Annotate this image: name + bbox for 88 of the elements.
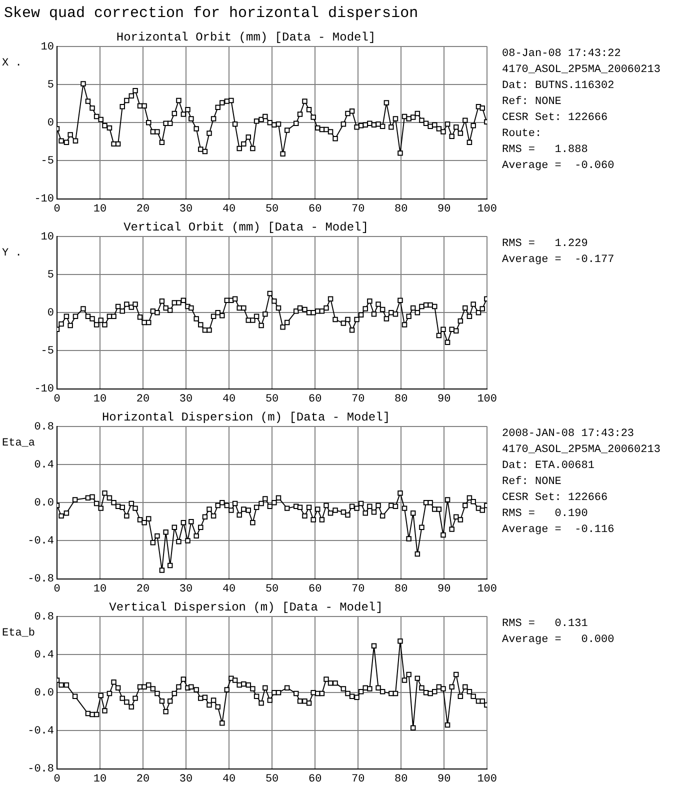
- x-tick-label: 60: [308, 203, 322, 216]
- x-tick-label: 50: [265, 773, 279, 786]
- x-tick-label: 80: [394, 203, 408, 216]
- x-tick-label: 70: [351, 583, 365, 596]
- y-tick-label: -0.4: [28, 536, 54, 548]
- y-tick-label: -0.8: [28, 764, 54, 776]
- y-tick-label: 10: [40, 41, 54, 54]
- x-tick-label: 100: [477, 773, 498, 786]
- chart-title: Horizontal Orbit (mm) [Data - Model]: [116, 30, 376, 44]
- y-tick-label: -0.4: [28, 726, 54, 738]
- x-tick-label: 20: [136, 203, 150, 216]
- x-tick-label: 10: [93, 393, 107, 406]
- y-tick-label: -10: [34, 194, 54, 206]
- y-tick-label: 0.4: [34, 649, 54, 662]
- y-axis-title: Eta_b: [2, 627, 36, 640]
- x-tick-label: 90: [437, 583, 451, 596]
- text: Skew quad correction for horizontal dispersion: [3, 4, 420, 24]
- x-tick-label: 50: [265, 583, 279, 596]
- y-tick-label: 0.8: [34, 421, 54, 434]
- text: Average = -0.060: [502, 160, 614, 172]
- x-tick-label: 10: [93, 203, 107, 216]
- y-axis-title: Eta_a: [2, 437, 36, 450]
- x-tick-label: 30: [179, 393, 193, 406]
- x-tick-label: 90: [437, 203, 451, 216]
- text: Average = -0.116: [502, 524, 614, 536]
- x-tick-label: 60: [308, 773, 322, 786]
- y-axis-title: Y .: [2, 247, 22, 260]
- x-tick-label: 70: [351, 393, 365, 406]
- x-tick-label: 80: [394, 773, 408, 786]
- x-tick-label: 40: [222, 773, 236, 786]
- y-tick-label: 5: [47, 79, 54, 92]
- x-tick-label: 100: [477, 393, 498, 406]
- text: Dat: ETA.00681: [502, 460, 594, 472]
- text: 2008-JAN-08 17:43:23: [502, 428, 634, 440]
- x-tick-label: 70: [351, 203, 365, 216]
- y-tick-label: -0.8: [28, 574, 54, 586]
- y-tick-label: 0.8: [34, 611, 54, 624]
- chart-title: Vertical Orbit (mm) [Data - Model]: [124, 220, 368, 234]
- text: Average = 0.000: [502, 634, 614, 646]
- text: 4170_ASOL_2P5MA_20060213: [502, 444, 660, 456]
- y-tick-label: 5: [47, 269, 54, 282]
- y-tick-label: 0.4: [34, 459, 54, 472]
- x-tick-label: 70: [351, 773, 365, 786]
- text: Ref: NONE: [502, 96, 562, 108]
- text: Dat: BUTNS.116302: [502, 80, 614, 92]
- chart-title: Vertical Dispersion (m) [Data - Model]: [109, 600, 383, 614]
- x-tick-label: 30: [179, 203, 193, 216]
- x-tick-label: 80: [394, 393, 408, 406]
- x-tick-label: 10: [93, 583, 107, 596]
- text: RMS = 0.190: [502, 508, 588, 520]
- x-tick-label: 100: [477, 583, 498, 596]
- text: RMS = 0.131: [502, 618, 588, 630]
- text: Ref: NONE: [502, 476, 562, 488]
- chart-title: Horizontal Dispersion (m) [Data - Model]: [102, 410, 390, 424]
- text: RMS = 1.888: [502, 144, 588, 156]
- text: RMS = 1.229: [502, 238, 588, 250]
- x-tick-label: 20: [136, 583, 150, 596]
- x-tick-label: 40: [222, 393, 236, 406]
- x-tick-label: 40: [222, 203, 236, 216]
- x-tick-label: 50: [265, 393, 279, 406]
- x-tick-label: 60: [308, 583, 322, 596]
- x-tick-label: 40: [222, 583, 236, 596]
- x-tick-label: 90: [437, 393, 451, 406]
- x-tick-label: 60: [308, 393, 322, 406]
- text: CESR Set: 122666: [502, 112, 608, 124]
- x-tick-label: 90: [437, 773, 451, 786]
- x-tick-label: 30: [179, 583, 193, 596]
- text: Route:: [502, 128, 542, 140]
- y-tick-label: 0.0: [34, 498, 54, 510]
- y-tick-label: 0: [47, 118, 54, 130]
- y-tick-label: 10: [40, 231, 54, 244]
- text: Average = -0.177: [502, 254, 614, 266]
- y-tick-label: 0: [47, 308, 54, 320]
- text: 4170_ASOL_2P5MA_20060213: [502, 64, 660, 76]
- y-tick-label: 0.0: [34, 688, 54, 700]
- y-tick-label: -5: [40, 156, 54, 168]
- x-tick-label: 10: [93, 773, 107, 786]
- x-tick-label: 30: [179, 773, 193, 786]
- x-tick-label: 50: [265, 203, 279, 216]
- text: CESR Set: 122666: [502, 492, 608, 504]
- x-tick-label: 100: [477, 203, 498, 216]
- y-axis-title: X .: [2, 57, 22, 70]
- x-tick-label: 20: [136, 773, 150, 786]
- y-tick-label: -5: [40, 346, 54, 358]
- x-tick-label: 20: [136, 393, 150, 406]
- y-tick-label: -10: [34, 384, 54, 396]
- text: 08-Jan-08 17:43:22: [502, 48, 621, 60]
- x-tick-label: 80: [394, 583, 408, 596]
